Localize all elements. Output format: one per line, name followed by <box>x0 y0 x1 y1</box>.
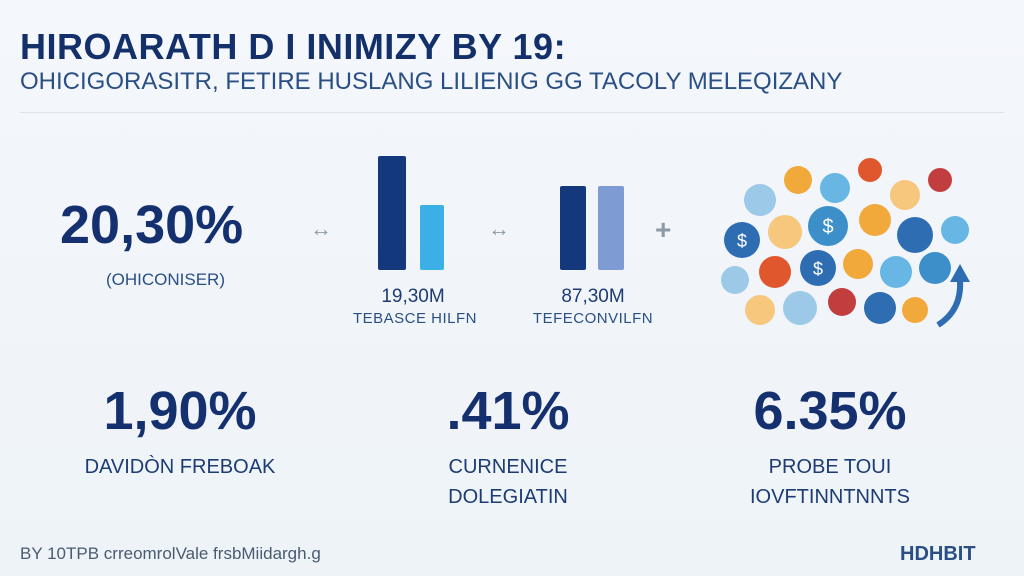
kpi-2-value: .41% <box>446 381 570 441</box>
coin-icon <box>784 166 812 194</box>
icon-cluster: $ $ $ <box>721 158 970 328</box>
gear-icon <box>928 168 952 192</box>
gear-icon <box>859 204 891 236</box>
coin-icon <box>744 184 776 216</box>
percent-icon <box>897 217 933 253</box>
bar-group-2-bar-1 <box>560 186 586 270</box>
plus-icon: + <box>655 214 672 245</box>
kpi-3-label-2: IOVFTINNTNNTS <box>750 486 910 508</box>
bar-group-1-bar-1 <box>378 156 406 270</box>
kpi-3-value: 6.35% <box>753 381 907 441</box>
coin-icon <box>745 295 775 325</box>
gear-icon <box>890 180 920 210</box>
dollar-icon <box>808 206 848 246</box>
kpi-2-label-2: DOLEGIATIN <box>448 486 568 508</box>
double-arrow-icon: ↔ <box>488 216 510 241</box>
chart-icon <box>828 288 856 316</box>
arrow-up-icon <box>936 279 964 328</box>
coin-icon <box>941 216 969 244</box>
kpi-3-label: PROBE TOUI <box>768 456 892 478</box>
kpi-1-label: DAVIDÒN FREBOAK <box>84 456 276 478</box>
finance-icons-illustration: $ $ $ <box>721 158 970 328</box>
gear-icon <box>880 256 912 288</box>
gear-icon <box>902 297 928 323</box>
page-title: HIROARATH D I INIMIZY BY 19: <box>20 26 567 67</box>
bar-group-1-chart <box>378 156 448 270</box>
bar-group-1-bar-2 <box>420 205 444 270</box>
dollar-icon: $ <box>813 259 823 279</box>
header-divider <box>20 112 1004 113</box>
dollar-icon: $ <box>822 216 833 238</box>
chart-icon <box>759 256 791 288</box>
page-subtitle: OHICIGORASITR, FETIRE HUSLANG LILIENIG G… <box>20 68 843 95</box>
dollar-icon: $ <box>737 231 747 251</box>
coin-icon <box>919 252 951 284</box>
left-stat-label: (OHICONISER) <box>106 270 225 289</box>
coin-icon <box>864 292 896 324</box>
bar-group-2-label: TEFECONVILFN <box>532 310 654 327</box>
coin-icon <box>768 215 802 249</box>
coin-icon <box>721 266 749 294</box>
chart-icon <box>820 173 850 203</box>
footer-credit: BY 10TPB crreomrolVale frsbMiidargh.g <box>20 544 321 563</box>
bar-group-2-bar-2 <box>598 186 624 270</box>
kpi-2-label: CURNENICE <box>448 456 568 478</box>
dollar-icon <box>800 250 836 286</box>
percent-icon <box>858 158 882 182</box>
double-arrow-icon: ↔ <box>310 216 332 241</box>
kpi-1-value: 1,90% <box>103 381 257 441</box>
arrow-up-icon <box>950 264 970 282</box>
left-stat-value: 20,30% <box>60 195 244 255</box>
coin-icon <box>843 249 873 279</box>
bar-group-1-value: 19,30M <box>381 286 445 307</box>
bar-group-1-label: TEBASCE HILFN <box>352 310 478 327</box>
dollar-icon <box>724 222 760 258</box>
brand-logo: HDHBIT <box>900 543 976 565</box>
percent-icon <box>783 291 817 325</box>
bar-group-2-value: 87,30M <box>561 286 625 307</box>
bar-group-2-chart <box>560 156 630 270</box>
